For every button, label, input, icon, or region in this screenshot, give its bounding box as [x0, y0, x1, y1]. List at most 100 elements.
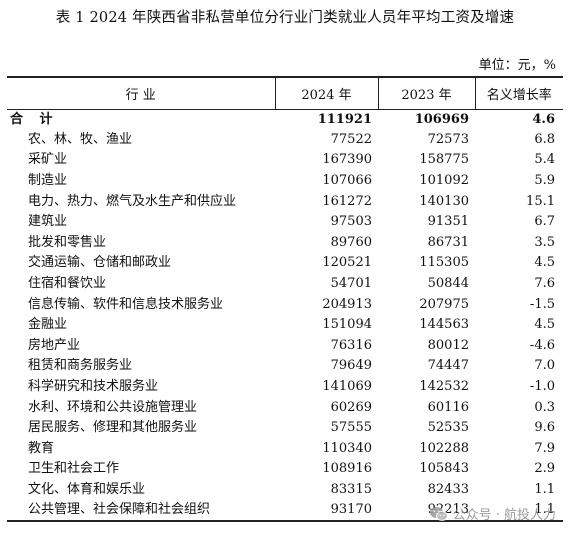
table-row: 公共管理、社会保障和社会组织 93170 92213 1.1	[7, 500, 563, 522]
growth-rate-cell: 2.9	[534, 461, 555, 477]
header-growth: 名义增长率	[474, 77, 563, 109]
growth-rate-cell: 4.5	[534, 317, 555, 333]
table-header: 行 业 2024 年 2023 年 名义增长率	[7, 77, 563, 109]
wage-2023-cell: 80012	[427, 337, 469, 353]
wage-table: 行 业 2024 年 2023 年 名义增长率 合 计 111921 106969 4…	[7, 76, 563, 522]
unit-note: 单位：元，%	[478, 58, 556, 73]
table-row: 农、林、牧、渔业 77522 72573 6.8	[7, 130, 563, 151]
table-row: 交通运输、仓储和邮政业 120521 115305 4.5	[7, 253, 563, 274]
wage-2024-cell: 108916	[322, 461, 372, 477]
wage-2023-cell: 105843	[419, 461, 469, 477]
industry-name-cell: 公共管理、社会保障和社会组织	[28, 502, 211, 518]
wage-2024-cell: 111921	[317, 111, 372, 127]
table-row: 房地产业 76316 80012 -4.6	[7, 336, 563, 357]
table-row: 金融业 151094 144563 4.5	[7, 315, 563, 336]
industry-name-cell: 卫生和社会工作	[28, 461, 120, 477]
wage-2024-cell: 161272	[322, 193, 372, 209]
wage-2024-cell: 97503	[330, 214, 372, 230]
wage-2024-cell: 89760	[330, 234, 372, 250]
wage-2024-cell: 57555	[330, 420, 372, 436]
industry-name-cell: 农、林、牧、渔业	[28, 131, 133, 147]
table-row: 建筑业 97503 91351 6.7	[7, 212, 563, 233]
table-row: 教育 110340 102288 7.9	[7, 439, 563, 460]
wage-2023-cell: 74447	[427, 358, 469, 374]
growth-rate-cell: 9.6	[534, 420, 555, 436]
wage-2024-cell: 76316	[330, 337, 372, 353]
growth-rate-cell: 3.5	[534, 234, 555, 250]
growth-rate-cell: -1.0	[529, 379, 555, 395]
table-body: 合 计 111921 106969 4.6 农、林、牧、渔业 77522 72573 6.8 采…	[7, 109, 563, 522]
industry-name-cell: 租赁和商务服务业	[28, 358, 133, 374]
industry-name-cell: 采矿业	[28, 152, 68, 168]
growth-rate-cell: 7.0	[534, 358, 555, 374]
wage-2023-cell: 144563	[419, 317, 469, 333]
wage-2024-cell: 60269	[330, 399, 372, 415]
wage-2023-cell: 142532	[419, 379, 469, 395]
table-row: 卫生和社会工作 108916 105843 2.9	[7, 459, 563, 480]
wage-2023-cell: 102288	[419, 440, 469, 456]
growth-rate-cell: 6.8	[534, 131, 555, 147]
wage-2023-cell: 92213	[427, 502, 469, 518]
growth-rate-cell: -1.5	[529, 296, 555, 312]
wage-2024-cell: 93170	[330, 502, 372, 518]
wage-2023-cell: 101092	[419, 173, 469, 189]
wage-2023-cell: 158775	[419, 152, 469, 168]
table-row: 电力、热力、燃气及水生产和供应业 161272 140130 15.1	[7, 191, 563, 212]
wage-2023-cell: 82433	[427, 481, 469, 497]
table-row: 信息传输、软件和信息技术服务业 204913 207975 -1.5	[7, 294, 563, 315]
table-row: 水利、环境和公共设施管理业 60269 60116 0.3	[7, 397, 563, 418]
wage-2024-cell: 79649	[330, 358, 372, 374]
wage-2024-cell: 120521	[322, 255, 372, 271]
table-row: 批发和零售业 89760 86731 3.5	[7, 233, 563, 254]
wage-2023-cell: 72573	[427, 131, 469, 147]
table-row: 居民服务、修理和其他服务业 57555 52535 9.6	[7, 418, 563, 439]
growth-rate-cell: 7.6	[534, 276, 555, 292]
industry-name-cell: 科学研究和技术服务业	[28, 379, 159, 395]
industry-name-cell: 批发和零售业	[28, 234, 107, 250]
wage-2024-cell: 204913	[322, 296, 372, 312]
wage-2023-cell: 52535	[427, 420, 469, 436]
wage-2024-cell: 54701	[330, 276, 372, 292]
header-2024: 2024 年	[274, 77, 378, 109]
growth-rate-cell: 5.9	[534, 173, 555, 189]
growth-rate-cell: 15.1	[526, 193, 555, 209]
total-row: 合 计 111921 106969 4.6	[7, 109, 563, 130]
industry-name-cell: 水利、环境和公共设施管理业	[28, 399, 198, 415]
growth-rate-cell: 7.9	[534, 440, 555, 456]
wage-2024-cell: 141069	[322, 379, 372, 395]
growth-rate-cell: 5.4	[534, 152, 555, 168]
wage-2023-cell: 86731	[427, 234, 469, 250]
wage-2023-cell: 50844	[427, 276, 469, 292]
wage-2024-cell: 77522	[330, 131, 372, 147]
industry-name-cell: 教育	[28, 440, 55, 456]
table-title: 表 1 2024 年陕西省非私营单位分行业门类就业人员年平均工资及增速	[55, 10, 515, 26]
growth-rate-cell: 0.3	[534, 399, 555, 415]
growth-rate-cell: 1.1	[534, 481, 555, 497]
industry-name-cell: 文化、体育和娱乐业	[28, 481, 146, 497]
table-row: 科学研究和技术服务业 141069 142532 -1.0	[7, 377, 563, 398]
wage-2023-cell: 115305	[419, 255, 469, 271]
table-row: 采矿业 167390 158775 5.4	[7, 150, 563, 171]
wage-2023-cell: 140130	[419, 193, 469, 209]
industry-name-cell: 居民服务、修理和其他服务业	[28, 420, 198, 436]
wage-2024-cell: 107066	[322, 173, 372, 189]
growth-rate-cell: -4.6	[529, 337, 555, 353]
header-row: 行 业 2024 年 2023 年 名义增长率	[7, 77, 563, 109]
wage-2024-cell: 151094	[322, 317, 372, 333]
growth-rate-cell: 4.6	[532, 111, 555, 127]
industry-name-cell: 制造业	[28, 173, 68, 189]
table-row: 住宿和餐饮业 54701 50844 7.6	[7, 274, 563, 295]
wage-2023-cell: 60116	[427, 399, 469, 415]
wage-2023-cell: 106969	[414, 111, 469, 127]
header-industry: 行 业	[125, 87, 156, 103]
wage-2024-cell: 83315	[330, 481, 372, 497]
industry-name-cell: 合 计	[10, 111, 59, 127]
table-row: 文化、体育和娱乐业 83315 82433 1.1	[7, 480, 563, 501]
wage-2024-cell: 167390	[322, 152, 372, 168]
table-row: 租赁和商务服务业 79649 74447 7.0	[7, 356, 563, 377]
table-row: 制造业 107066 101092 5.9	[7, 171, 563, 192]
industry-name-cell: 金融业	[28, 317, 68, 333]
industry-name-cell: 建筑业	[28, 214, 68, 230]
wage-2023-cell: 91351	[427, 214, 469, 230]
header-2023: 2023 年	[377, 77, 475, 109]
